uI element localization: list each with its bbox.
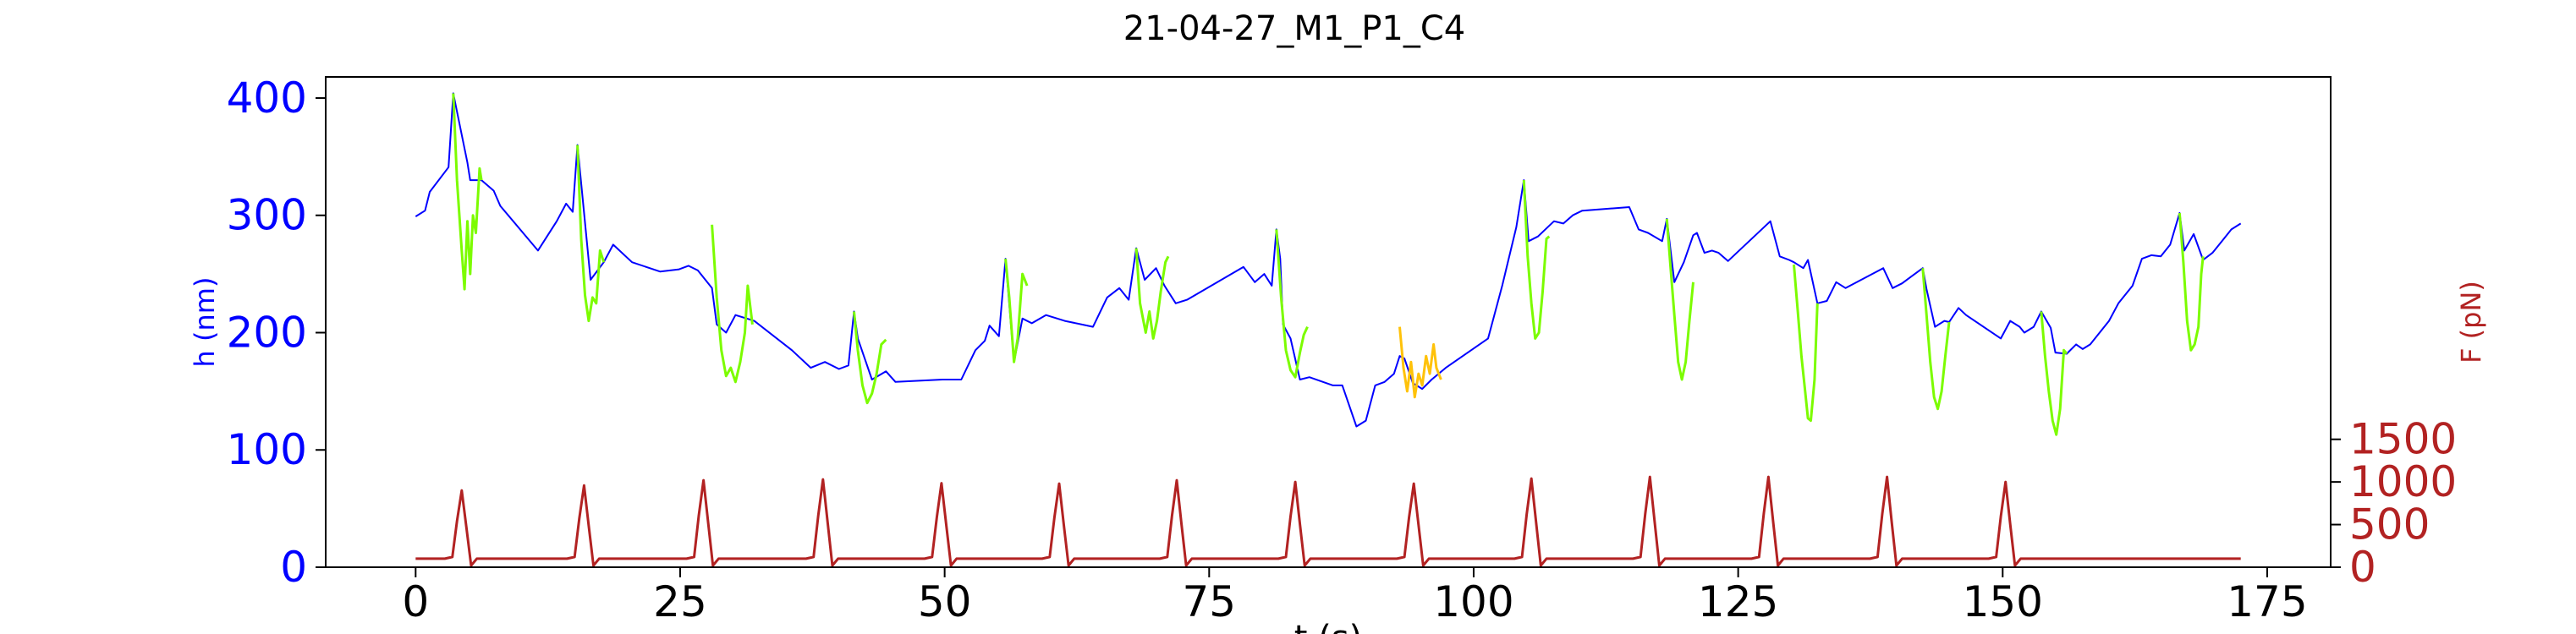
y-left-tick-label-0: 0 [280, 543, 307, 592]
plot-background [326, 77, 2331, 567]
series-force-line [415, 475, 2241, 567]
series-compression-segment-6 [1134, 248, 1170, 340]
series-compression-segment-4 [853, 311, 887, 405]
series-compression-segment-11 [1921, 268, 1951, 411]
x-tick-label-25: 25 [653, 577, 707, 626]
y-axis-left: 0 100 200 300 400 [227, 74, 326, 592]
y-right-tick-label-0: 0 [2349, 543, 2376, 592]
y-left-tick-label-300: 300 [227, 191, 307, 240]
series-compression-segment-2 [576, 145, 606, 323]
series-height-line [415, 92, 2242, 428]
series-compression-segment-9 [1665, 218, 1694, 381]
series-compression-segment-1 [452, 93, 483, 291]
x-axis: 0 25 50 75 100 125 150 175 [402, 567, 2308, 626]
y-axis-right-label: F (pN) [2455, 281, 2487, 363]
y-right-tick-label-1000: 1000 [2349, 457, 2457, 506]
y-right-tick-label-500: 500 [2349, 500, 2430, 549]
x-axis-label: t (s) [1294, 619, 1362, 634]
y-axis-left-label: h (nm) [189, 277, 221, 368]
y-left-tick-label-200: 200 [227, 308, 307, 357]
series-compression-segment-7 [1275, 229, 1309, 379]
series-compression-segment-5 [1004, 258, 1029, 363]
x-tick-label-0: 0 [402, 577, 429, 626]
data-layer [415, 92, 2242, 567]
series-compression-segment-12 [2040, 311, 2068, 436]
series-compression-segment-10 [1793, 264, 1819, 423]
plot-frame [325, 76, 2332, 568]
chart-title: 21-04-27_M1_P1_C4 [1123, 9, 1465, 48]
x-tick-label-75: 75 [1182, 577, 1236, 626]
series-compression-segment-13 [2178, 212, 2205, 352]
series-compression-segment-3 [711, 224, 754, 384]
x-tick-label-50: 50 [918, 577, 972, 626]
y-left-tick-label-400: 400 [227, 74, 307, 123]
series-compression-segment-8 [1522, 180, 1551, 340]
y-left-tick-label-100: 100 [227, 425, 307, 474]
x-tick-label-175: 175 [2227, 577, 2307, 626]
x-tick-label-125: 125 [1698, 577, 1778, 626]
x-tick-label-150: 150 [1963, 577, 2043, 626]
series-compression_alt-segment-1 [1398, 326, 1442, 399]
y-right-tick-label-1500: 1500 [2349, 415, 2457, 464]
x-tick-label-100: 100 [1433, 577, 1513, 626]
